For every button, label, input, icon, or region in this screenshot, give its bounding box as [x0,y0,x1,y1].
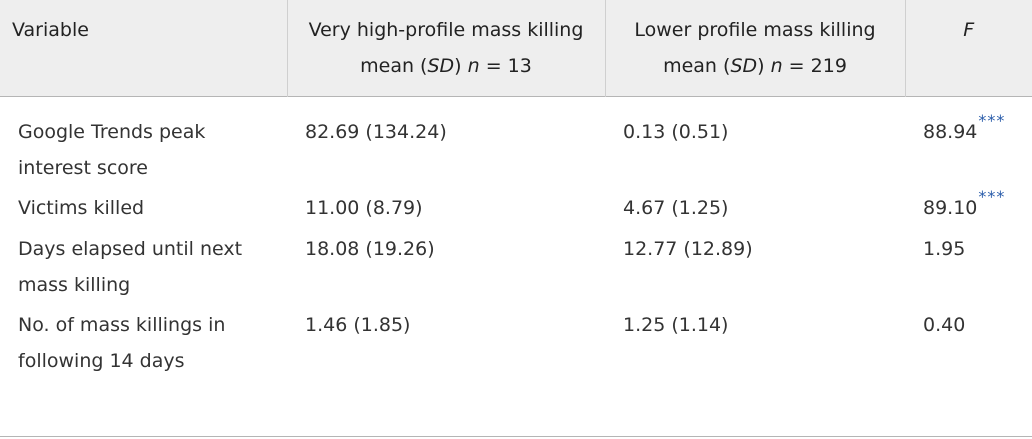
cell-lower-profile: 0.13 (0.51) [623,120,729,143]
cell-high-profile: 11.00 (8.79) [305,196,423,219]
cell-f-value: 1.95 [923,237,966,260]
cell-f-value: 88.94*** [923,110,1006,143]
header-very-high-profile-mean: mean ( [360,55,428,77]
header-variable: Variable [12,19,89,41]
cell-high-profile: 82.69 (134.24) [305,120,447,143]
statistics-table: Variable Very high-profile mass killing … [0,0,1032,379]
table-row: Google Trends peak interest score 82.69 (… [0,96,1032,186]
cell-f-value: 0.40 [923,313,966,336]
header-very-high-profile-count: = 13 [479,55,532,77]
cell-variable: No. of mass killings in following 14 days [18,313,226,372]
significance-marker[interactable]: *** [978,110,1006,130]
table-body: Google Trends peak interest score 82.69 (… [0,96,1032,379]
cell-high-profile: 18.08 (19.26) [305,237,435,260]
cell-lower-profile: 4.67 (1.25) [623,196,729,219]
significance-marker[interactable]: *** [978,186,1006,206]
header-lower-profile-title: Lower profile mass killing [634,19,876,41]
cell-lower-profile: 12.77 (12.89) [623,237,753,260]
table-row: Victims killed 11.00 (8.79) 4.67 (1.25) … [0,186,1032,227]
cell-f-value: 89.10*** [923,186,1006,219]
cell-variable: Victims killed [18,196,145,219]
header-lower-profile-count: = 219 [782,55,847,77]
header-lower-profile-n: n [770,55,783,77]
header-lower-profile-mean: mean ( [663,55,731,77]
table-bottom-rule [0,436,1032,437]
header-row: Variable Very high-profile mass killing … [0,0,1032,96]
cell-variable: Days elapsed until next mass killing [18,237,243,296]
cell-variable: Google Trends peak interest score [18,120,206,179]
header-very-high-profile-sd: SD [427,55,455,77]
header-lower-profile: Lower profile mass killing mean (SD) n =… [604,0,905,96]
header-very-high-profile-n: n [467,55,480,77]
header-very-high-profile: Very high-profile mass killing mean (SD)… [286,0,605,96]
header-very-high-profile-title: Very high-profile mass killing [308,19,584,41]
table-header: Variable Very high-profile mass killing … [0,0,1032,96]
cell-lower-profile: 1.25 (1.14) [623,313,729,336]
table-row: No. of mass killings in following 14 days… [0,303,1032,379]
header-f-statistic: F [904,0,1032,96]
table-row: Days elapsed until next mass killing 18.0… [0,227,1032,303]
header-lower-profile-sd: SD [730,55,758,77]
cell-high-profile: 1.46 (1.85) [305,313,411,336]
